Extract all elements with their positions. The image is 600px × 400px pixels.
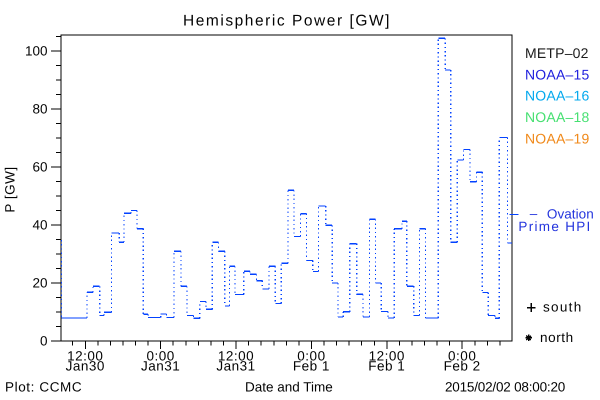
svg-text:0: 0 xyxy=(40,334,48,349)
svg-text:Jan31: Jan31 xyxy=(216,359,255,374)
svg-text:40: 40 xyxy=(32,218,47,233)
svg-text:12:00: 12:00 xyxy=(218,349,254,364)
svg-text:100: 100 xyxy=(25,44,48,59)
svg-text:NOAA–15: NOAA–15 xyxy=(525,66,589,82)
svg-text:south: south xyxy=(543,300,583,315)
svg-text:Jan30: Jan30 xyxy=(66,359,105,374)
svg-text:Ovation: Ovation xyxy=(547,207,594,222)
svg-text:Feb 1: Feb 1 xyxy=(368,359,405,374)
svg-text:–: – xyxy=(530,206,538,221)
svg-text:Date and Time: Date and Time xyxy=(245,380,333,395)
svg-text:0:00: 0:00 xyxy=(297,349,325,364)
svg-text:12:00: 12:00 xyxy=(369,349,405,364)
svg-text:Plot: CCMC: Plot: CCMC xyxy=(5,380,82,395)
svg-text:P [GW]: P [GW] xyxy=(3,166,18,212)
svg-text:80: 80 xyxy=(32,102,47,117)
svg-text:Feb 1: Feb 1 xyxy=(293,359,330,374)
svg-text:NOAA–16: NOAA–16 xyxy=(525,88,589,104)
svg-text:0:00: 0:00 xyxy=(147,349,175,364)
svg-text:north: north xyxy=(540,330,574,345)
svg-text:2015/02/02 08:00:20: 2015/02/02 08:00:20 xyxy=(445,380,565,395)
svg-text:20: 20 xyxy=(32,276,47,291)
svg-text:Hemispheric Power [GW]: Hemispheric Power [GW] xyxy=(183,13,391,30)
svg-text:NOAA–18: NOAA–18 xyxy=(525,109,589,125)
svg-text:Jan31: Jan31 xyxy=(141,359,180,374)
svg-text:60: 60 xyxy=(32,160,47,175)
svg-text:METP–02: METP–02 xyxy=(525,45,589,61)
svg-text:0:00: 0:00 xyxy=(448,349,476,364)
svg-text:12:00: 12:00 xyxy=(67,349,103,364)
svg-text:NOAA–19: NOAA–19 xyxy=(525,130,589,146)
svg-text:Feb 2: Feb 2 xyxy=(444,359,481,374)
svg-text:Prime HPI: Prime HPI xyxy=(518,219,591,234)
